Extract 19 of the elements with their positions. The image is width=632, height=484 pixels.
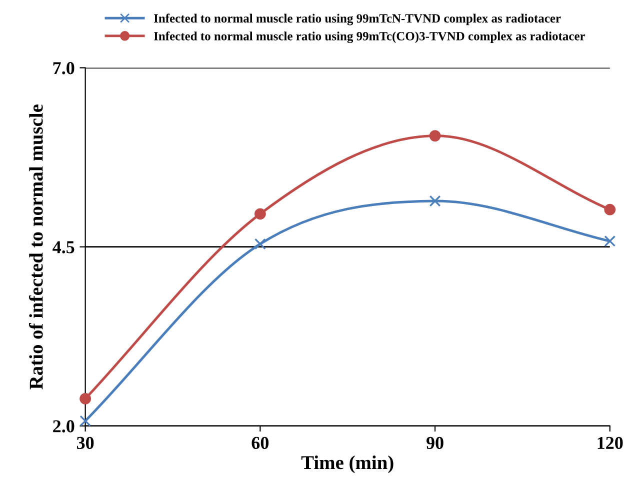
x-tick-label: 120: [598, 436, 623, 450]
point: [80, 393, 92, 404]
x-tick-label: 90: [426, 436, 444, 450]
point: [254, 208, 266, 220]
x-tick-label: 60: [252, 436, 269, 450]
point: [604, 204, 616, 216]
y-tick-label: 2.0: [53, 420, 74, 432]
x-axis-title: Time (min): [301, 455, 394, 474]
x-tick-label: 30: [76, 436, 94, 450]
point: [254, 238, 266, 250]
legend-label: Infected to normal muscle ratio using 99mTcN-TVND complex as radiotacer: [154, 14, 561, 26]
y-tick-label: 4.5: [52, 241, 74, 254]
point: [429, 130, 441, 142]
point: [604, 235, 616, 247]
point: [429, 195, 441, 207]
legend-label: Infected to normal muscle ratio using 99mTc(CO)3-TVND complex as radiotacer: [154, 31, 586, 44]
y-axis-title: Ratio of infected to normal muscle: [28, 104, 43, 390]
y-tick-label: 7.0: [53, 62, 74, 74]
point: [80, 415, 92, 427]
